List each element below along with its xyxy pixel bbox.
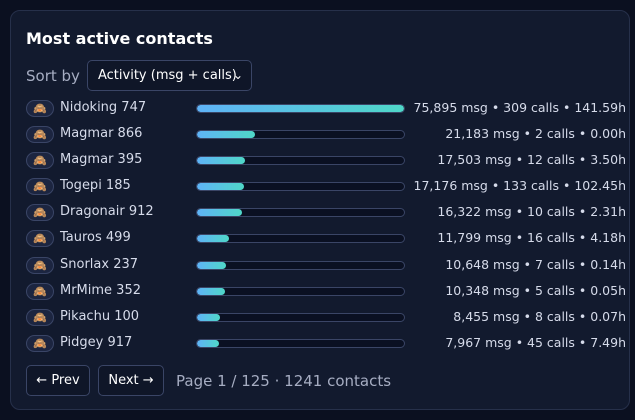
avatar: 🙈 [26,204,54,222]
activity-bar [196,338,405,348]
activity-bar-fill [197,157,245,165]
contact-name: MrMime 352 [60,282,141,298]
monkey-icon: 🙈 [33,336,47,350]
contact-stats: 17,176 msg • 133 calls • 102.45h [413,178,626,194]
contact-row[interactable]: 🙈 MrMime 352 10,348 msg • 5 calls • 0.05… [26,280,626,306]
monkey-icon: 🙈 [33,206,47,220]
contact-name: Magmar 395 [60,152,143,168]
contact-name: Magmar 866 [60,126,143,142]
contact-name: Dragonair 912 [60,204,154,220]
prev-button[interactable]: ← Prev [26,365,90,396]
avatar: 🙈 [26,100,54,117]
activity-bar-fill [197,261,226,269]
avatar: 🙈 [26,126,54,144]
monkey-icon: 🙈 [33,154,47,168]
activity-bar-fill [197,287,226,295]
contact-name: Nidoking 747 [60,100,147,115]
contact-stats: 8,455 msg • 8 calls • 0.07h [453,308,626,324]
activity-bar [196,312,405,322]
monkey-icon: 🙈 [33,284,47,298]
sort-label: Sort by [26,67,80,85]
activity-bar [196,260,405,270]
monkey-icon: 🙈 [33,128,47,142]
activity-bar-fill [197,131,255,139]
monkey-icon: 🙈 [33,310,47,324]
contact-row[interactable]: 🙈 Tauros 499 11,799 msg • 16 calls • 4.1… [26,227,626,253]
contacts-card: Most active contacts Sort by Activity (m… [10,10,630,410]
contact-name: Tauros 499 [60,230,131,246]
contact-stats: 21,183 msg • 2 calls • 0.00h [445,126,626,142]
monkey-icon: 🙈 [33,102,47,115]
contact-name: Togepi 185 [60,178,131,194]
activity-bar-fill [197,105,404,112]
activity-bar [196,234,405,244]
page-info: Page 1 / 125 · 1241 contacts [176,372,392,390]
avatar: 🙈 [26,308,54,326]
activity-bar [196,182,405,192]
contact-stats: 10,648 msg • 7 calls • 0.14h [445,256,626,272]
contact-name: Snorlax 237 [60,256,139,272]
sort-select[interactable]: Activity (msg + calls) ⌄ [87,60,252,91]
contact-row[interactable]: 🙈 Togepi 185 17,176 msg • 133 calls • 10… [26,175,626,201]
contact-name: Pidgey 917 [60,334,133,350]
contact-stats: 7,967 msg • 45 calls • 7.49h [445,334,626,350]
activity-bar [196,286,405,296]
activity-bar [196,104,405,113]
contact-row[interactable]: 🙈 Nidoking 747 75,895 msg • 309 calls • … [26,97,626,123]
avatar: 🙈 [26,256,54,274]
avatar: 🙈 [26,334,54,352]
sort-selected-value: Activity (msg + calls) [98,68,237,83]
contact-stats: 10,348 msg • 5 calls • 0.05h [445,282,626,298]
activity-bar [196,130,405,140]
contact-row[interactable]: 🙈 Dragonair 912 16,322 msg • 10 calls • … [26,201,626,227]
monkey-icon: 🙈 [33,180,47,194]
activity-bar [196,208,405,218]
contact-row[interactable]: 🙈 Magmar 395 17,503 msg • 12 calls • 3.5… [26,149,626,175]
avatar: 🙈 [26,230,54,248]
avatar: 🙈 [26,152,54,170]
contact-stats: 75,895 msg • 309 calls • 141.59h [413,100,626,115]
contact-row[interactable]: 🙈 Pidgey 917 7,967 msg • 45 calls • 7.49… [26,332,626,358]
card-title: Most active contacts [26,29,213,48]
avatar: 🙈 [26,282,54,300]
contact-stats: 16,322 msg • 10 calls • 2.31h [437,204,626,220]
activity-bar-fill [197,209,242,217]
activity-bar-fill [197,313,220,321]
activity-bar-fill [197,183,244,191]
contact-list: 🙈 Nidoking 747 75,895 msg • 309 calls • … [26,97,626,358]
contact-stats: 17,503 msg • 12 calls • 3.50h [437,152,626,168]
activity-bar [196,156,405,166]
contact-row[interactable]: 🙈 Pikachu 100 8,455 msg • 8 calls • 0.07… [26,306,626,332]
contact-name: Pikachu 100 [60,308,140,324]
avatar: 🙈 [26,178,54,196]
activity-bar-fill [197,235,230,243]
contact-row[interactable]: 🙈 Magmar 866 21,183 msg • 2 calls • 0.00… [26,123,626,149]
monkey-icon: 🙈 [33,232,47,246]
monkey-icon: 🙈 [33,258,47,272]
next-button[interactable]: Next → [98,365,164,396]
activity-bar-fill [197,339,219,347]
contact-row[interactable]: 🙈 Snorlax 237 10,648 msg • 7 calls • 0.1… [26,254,626,280]
chevron-down-icon: ⌄ [232,68,243,82]
contact-stats: 11,799 msg • 16 calls • 4.18h [437,230,626,246]
